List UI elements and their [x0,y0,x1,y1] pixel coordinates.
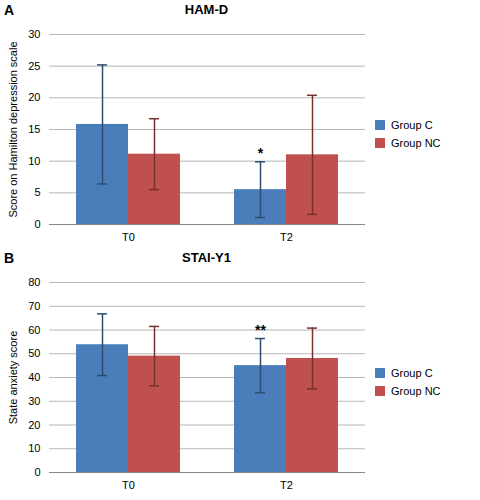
svg-text:State anxiety score: State anxiety score [7,331,19,425]
svg-text:15: 15 [28,123,40,135]
html-text:Group NC: Group NC [391,385,441,397]
svg-text:30: 30 [28,28,40,40]
svg-text:0: 0 [34,466,40,478]
svg-text:**: ** [255,322,266,338]
svg-text:Score on Hamilton depression s: Score on Hamilton depression scale [7,41,19,217]
svg-text:60: 60 [28,324,40,336]
html-text:B: B [4,250,15,266]
html-text:Group NC: Group NC [391,137,441,149]
html-text:A: A [4,2,15,18]
svg-text:10: 10 [28,155,40,167]
svg-text:T0: T0 [122,479,135,491]
svg-text:80: 80 [28,276,40,288]
html-text:Group C: Group C [391,119,433,131]
svg-text:30: 30 [28,395,40,407]
svg-text:5: 5 [34,186,40,198]
svg-text:40: 40 [28,371,40,383]
svg-text:50: 50 [28,347,40,359]
svg-text:*: * [258,145,264,161]
html-text:STAI-Y1: STAI-Y1 [182,250,231,265]
html-text:Group C: Group C [391,367,433,379]
svg-text:10: 10 [28,442,40,454]
html-text:HAM-D: HAM-D [184,2,229,17]
svg-text:0: 0 [34,218,40,230]
svg-text:20: 20 [28,91,40,103]
svg-text:70: 70 [28,300,40,312]
svg-text:T0: T0 [122,231,135,243]
svg-text:T2: T2 [280,479,293,491]
svg-text:T2: T2 [280,231,293,243]
svg-text:25: 25 [28,60,40,72]
svg-text:20: 20 [28,419,40,431]
